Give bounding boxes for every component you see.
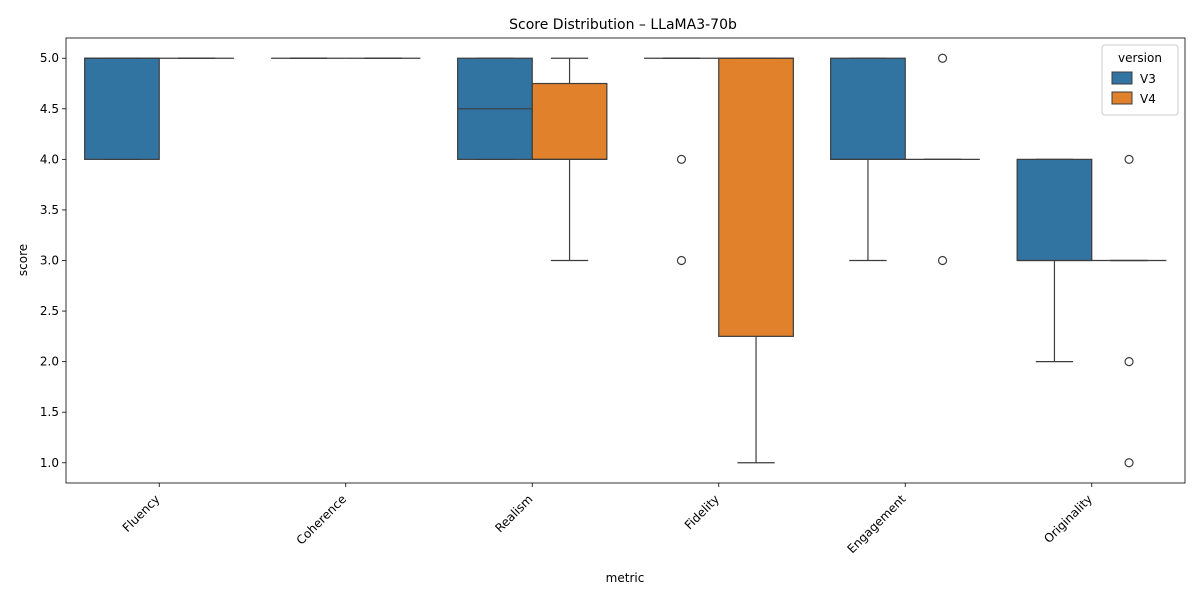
y-tick-label: 4.0 <box>40 152 59 166</box>
legend-label-v4: V4 <box>1140 92 1156 106</box>
chart-title: Score Distribution – LLaMA3-70b <box>509 17 737 33</box>
legend: version V3 V4 <box>1101 44 1179 116</box>
outlier-point <box>676 154 687 164</box>
box-v4-fidelity <box>718 57 794 464</box>
y-tick-label: 3.0 <box>40 254 59 268</box>
outlier-point <box>937 53 948 63</box>
box-body <box>718 57 794 337</box>
box-body <box>830 57 906 160</box>
legend-title: version <box>1118 51 1162 65</box>
x-tick-label-fidelity: Fidelity <box>682 492 722 532</box>
y-axis: 1.0 1.5 2.0 2.5 3.0 3.5 4.0 4.5 5.0 <box>40 51 66 470</box>
outlier-point <box>1124 357 1134 367</box>
x-tick-label-fluency: Fluency <box>120 492 163 535</box>
outlier-point <box>937 255 948 266</box>
y-tick-label: 2.5 <box>40 304 59 318</box>
box-body <box>531 82 608 160</box>
box-body <box>1016 158 1093 262</box>
legend-swatch-v4 <box>1111 91 1133 105</box>
box-v4-engagement <box>905 53 980 266</box>
x-axis: Fluency Coherence Realism Fidelity Engagemen… <box>120 483 1095 556</box>
outlier-point <box>1124 154 1134 164</box>
y-tick-label: 2.0 <box>40 355 59 369</box>
x-tick-label-coherence: Coherence <box>294 492 349 547</box>
y-tick-label: 1.5 <box>40 405 59 419</box>
boxes <box>84 53 1167 468</box>
box-body <box>84 57 160 160</box>
x-tick-label-engagement: Engagement <box>845 492 909 556</box>
y-tick-label: 4.5 <box>40 102 59 116</box>
y-tick-label: 5.0 <box>40 51 59 65</box>
y-axis-label: score <box>16 244 30 276</box>
outlier-point <box>1124 458 1134 468</box>
legend-label-v3: V3 <box>1140 72 1156 86</box>
box-v3-engagement <box>830 57 906 262</box>
x-axis-label: metric <box>606 571 645 585</box>
x-tick-label-realism: Realism <box>492 492 535 535</box>
x-tick-label-originality: Originality <box>1041 492 1095 546</box>
box-v3-fluency <box>84 57 160 160</box>
outlier-point <box>676 255 687 266</box>
box-v3-realism <box>457 57 533 160</box>
y-tick-label: 3.5 <box>40 203 59 217</box>
y-tick-label: 1.0 <box>40 456 59 470</box>
box-v3-originality <box>1016 158 1093 363</box>
box-v4-realism <box>531 57 608 262</box>
legend-swatch-v3 <box>1111 71 1133 85</box>
box-v3-fidelity <box>644 57 719 266</box>
box-v4-originality <box>1091 154 1167 468</box>
